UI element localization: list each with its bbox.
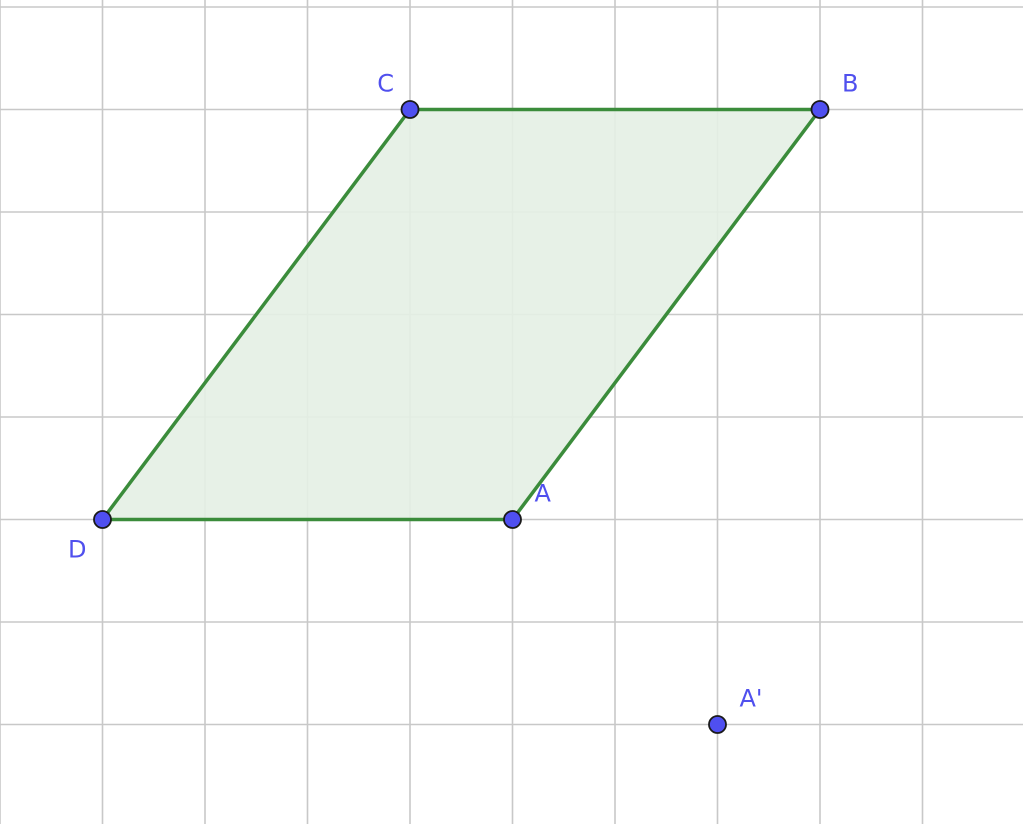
point-d[interactable] (93, 510, 112, 529)
point-labels: A B C D A' (68, 70, 858, 713)
points (93, 100, 830, 734)
parallelogram-fill[interactable] (102, 109, 821, 520)
point-b[interactable] (810, 100, 830, 119)
parallelogram-abcd[interactable] (102, 109, 821, 520)
segment-ab[interactable] (510, 107, 822, 522)
point-a-prime[interactable] (708, 715, 727, 734)
point-label-c: C (377, 70, 394, 98)
point-a[interactable] (503, 510, 522, 529)
polygon-edges (100, 107, 822, 522)
point-c[interactable] (400, 100, 420, 119)
point-label-b: B (842, 70, 858, 98)
point-label-d: D (68, 536, 86, 564)
point-label-a: A (535, 480, 552, 508)
point-label-a-prime: A' (740, 685, 763, 713)
segment-cd[interactable] (100, 107, 412, 522)
